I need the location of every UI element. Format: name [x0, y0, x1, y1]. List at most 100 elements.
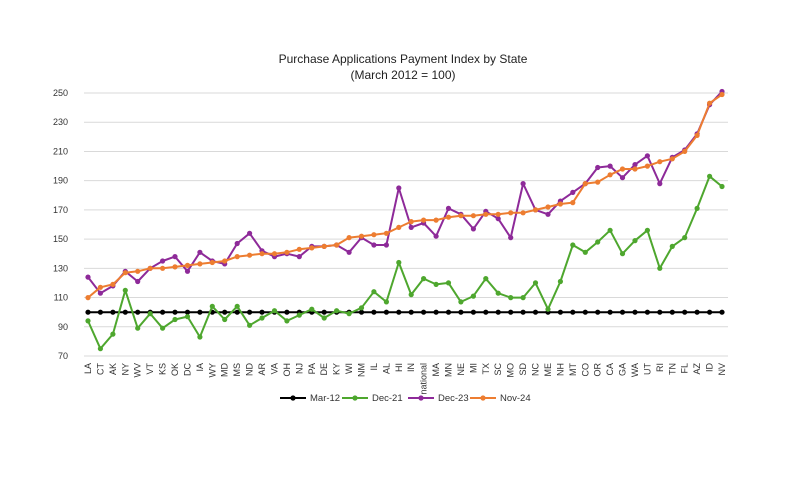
data-point	[607, 172, 613, 178]
data-point	[247, 322, 253, 328]
data-point	[445, 205, 452, 211]
data-point	[122, 270, 128, 276]
data-point	[483, 276, 489, 282]
y-axis-tick-labels: 70 90 110 130 150 170 190 210 230 250	[53, 88, 68, 361]
data-point	[383, 242, 389, 248]
x-tick-label: TX	[481, 363, 491, 375]
data-point	[669, 309, 675, 315]
data-point	[247, 230, 253, 236]
data-point	[495, 309, 501, 315]
data-point	[657, 309, 663, 315]
data-point	[545, 204, 551, 210]
data-point	[682, 235, 688, 241]
data-point	[532, 207, 539, 213]
x-tick-label: OK	[170, 363, 180, 376]
data-point	[545, 211, 551, 217]
chart-subtitle: (March 2012 = 100)	[350, 68, 455, 82]
data-point	[719, 91, 725, 98]
data-point	[135, 268, 141, 274]
data-point	[669, 156, 675, 162]
x-tick-label: AL	[381, 363, 391, 374]
x-tick-label: CT	[95, 363, 105, 375]
data-point	[172, 309, 178, 315]
data-point	[495, 211, 501, 217]
x-tick-label: ID	[705, 362, 715, 372]
data-point	[532, 309, 539, 315]
data-point	[309, 306, 315, 312]
data-point	[284, 249, 290, 255]
data-point	[383, 230, 389, 236]
data-point	[259, 251, 265, 257]
data-point	[259, 309, 265, 315]
data-point	[110, 309, 116, 315]
data-point	[657, 265, 663, 271]
data-point	[197, 249, 203, 255]
data-point	[570, 309, 576, 315]
x-tick-label: SD	[518, 363, 528, 376]
data-point	[694, 132, 700, 138]
data-point	[371, 309, 377, 315]
data-point	[582, 249, 588, 255]
data-point	[570, 189, 576, 195]
legend-label: Dec-23	[438, 393, 469, 404]
data-point	[197, 334, 203, 340]
data-point	[582, 309, 588, 315]
data-point	[321, 309, 327, 315]
data-point	[632, 238, 638, 244]
data-point	[694, 309, 700, 315]
data-point	[595, 309, 601, 315]
data-point	[296, 246, 302, 252]
y-tick-label: 170	[53, 205, 68, 215]
data-point	[396, 259, 402, 266]
data-point	[570, 242, 576, 248]
data-point	[719, 183, 725, 190]
data-point	[371, 232, 377, 238]
data-point	[346, 249, 352, 255]
x-tick-label: IN	[406, 363, 416, 372]
data-point	[271, 251, 278, 257]
x-tick-label: WI	[344, 363, 354, 374]
data-point	[184, 268, 191, 274]
data-point	[694, 205, 700, 211]
data-point	[421, 276, 427, 282]
data-point	[97, 284, 103, 290]
x-tick-label: OH	[282, 363, 292, 377]
x-tick-label: VT	[145, 363, 155, 375]
x-tick-label: CO	[580, 363, 590, 377]
data-point	[222, 258, 228, 264]
data-point	[433, 309, 439, 315]
series-line	[87, 175, 723, 350]
data-point	[632, 162, 638, 168]
data-point	[147, 311, 153, 317]
data-point	[408, 219, 414, 225]
x-tick-label: MI	[468, 363, 478, 373]
data-point	[197, 261, 203, 267]
x-tick-label: SC	[493, 363, 503, 376]
data-point	[383, 309, 389, 315]
x-tick-label: AZ	[692, 363, 702, 375]
data-point	[557, 201, 564, 207]
data-point	[358, 309, 365, 315]
data-point	[707, 100, 713, 106]
legend-swatch-marker	[352, 395, 358, 401]
data-point	[495, 290, 501, 296]
data-point	[271, 308, 278, 314]
y-tick-label: 250	[53, 88, 68, 98]
data-point	[595, 164, 601, 171]
data-point	[85, 318, 91, 324]
data-point	[719, 309, 725, 315]
data-point	[619, 175, 626, 181]
x-tick-label: NY	[120, 363, 130, 376]
x-tick-label: DC	[182, 363, 192, 376]
data-point	[532, 280, 539, 286]
data-point	[309, 245, 315, 251]
x-tick-label: MA	[431, 363, 441, 377]
x-tick-label: WY	[207, 363, 217, 378]
series-dec-21	[85, 173, 725, 352]
x-tick-label: VA	[269, 363, 279, 374]
x-tick-label: HI	[394, 363, 404, 372]
legend-label: Dec-21	[372, 393, 403, 404]
data-point	[234, 303, 240, 309]
data-point	[110, 281, 116, 287]
